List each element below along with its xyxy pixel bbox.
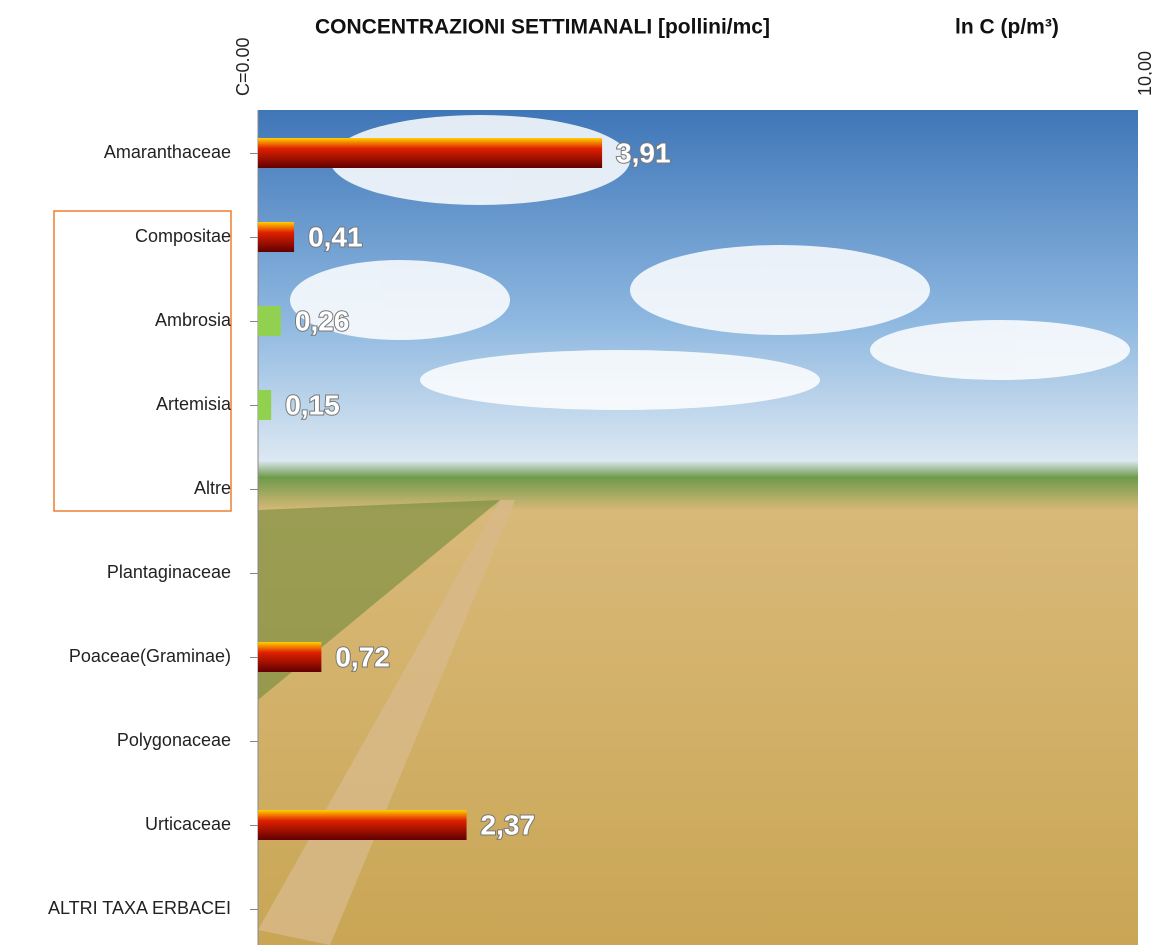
category-label: Ambrosia (155, 310, 232, 330)
value-label: 0,15 (285, 389, 340, 420)
group-box (54, 211, 231, 511)
category-label: Compositae (135, 226, 231, 246)
category-label: Altre (194, 478, 231, 498)
bar (258, 222, 294, 252)
category-label: Plantaginaceae (107, 562, 231, 582)
chart-title: CONCENTRAZIONI SETTIMANALI [pollini/mc] (315, 16, 770, 39)
unit-label: ln C (p/m³) (955, 16, 1059, 39)
value-label: 0,72 (335, 641, 390, 672)
value-label: 3,91 (616, 137, 671, 168)
bar (258, 390, 271, 420)
category-label: ALTRI TAXA ERBACEI (48, 898, 231, 918)
x-tick-label: 10,00 (1135, 51, 1152, 96)
category-label: Artemisia (156, 394, 232, 414)
category-label: Polygonaceae (117, 730, 231, 750)
category-label: Urticaceae (145, 814, 231, 834)
value-label: 0,26 (295, 305, 350, 336)
category-label: Poaceae(Graminae) (69, 646, 231, 666)
bar (258, 306, 281, 336)
bar (258, 138, 602, 168)
value-label: 2,37 (481, 809, 536, 840)
bar (258, 642, 321, 672)
x-tick-label: C=0.00 (233, 37, 253, 96)
category-label: Amaranthaceae (104, 142, 231, 162)
value-label: 0,41 (308, 221, 363, 252)
chart: CONCENTRAZIONI SETTIMANALI [pollini/mc] … (0, 0, 1152, 945)
bar (258, 810, 467, 840)
